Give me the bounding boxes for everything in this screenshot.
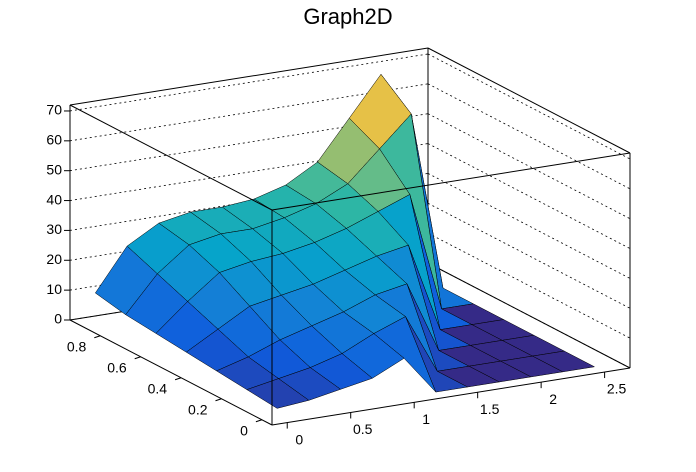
y-tick — [134, 356, 141, 360]
y-tick — [215, 398, 222, 402]
z-tick-label: 60 — [46, 132, 62, 148]
x-tick-label: 1 — [422, 411, 430, 427]
grid-line — [427, 83, 631, 190]
y-tick — [94, 335, 101, 339]
box-edge — [69, 319, 273, 426]
grid-line — [69, 83, 429, 142]
grid-line — [427, 173, 631, 279]
x-tick-label: 2.5 — [607, 381, 627, 397]
z-tick-label: 0 — [54, 311, 62, 327]
grid-line — [427, 53, 631, 160]
y-tick-label: 0.8 — [67, 338, 87, 354]
z-tick-label: 40 — [46, 191, 62, 207]
z-tick-label: 70 — [46, 102, 62, 118]
surface-cell — [246, 378, 310, 409]
grid-line — [427, 202, 631, 309]
x-tick-label: 2 — [549, 391, 557, 407]
y-tick-label: 0.6 — [107, 359, 127, 375]
grid-line — [427, 143, 631, 249]
x-tick-label: 1.5 — [480, 401, 500, 417]
y-tick — [255, 419, 263, 423]
z-tick-label: 30 — [46, 221, 62, 237]
z-tick-label: 10 — [46, 281, 62, 297]
x-tick-label: 0.5 — [353, 421, 373, 437]
y-tick-label: 0 — [240, 422, 248, 438]
box-edge — [69, 47, 429, 106]
y-tick-label: 0.2 — [188, 401, 208, 417]
box-edge — [427, 47, 631, 154]
box-edge — [271, 367, 631, 426]
y-tick — [174, 377, 182, 381]
x-tick-label: 0 — [295, 431, 303, 447]
z-tick-label: 50 — [46, 161, 62, 177]
grid-line — [427, 113, 631, 220]
z-tick-label: 20 — [46, 251, 62, 267]
box-edge — [427, 262, 631, 369]
box-edge — [271, 152, 631, 211]
chart-title: Graph2D — [303, 4, 392, 29]
grid-line — [69, 53, 429, 112]
box-edge — [69, 104, 273, 211]
grid-line — [69, 113, 429, 172]
y-tick-label: 0.4 — [148, 380, 168, 396]
grid-line — [69, 143, 429, 201]
